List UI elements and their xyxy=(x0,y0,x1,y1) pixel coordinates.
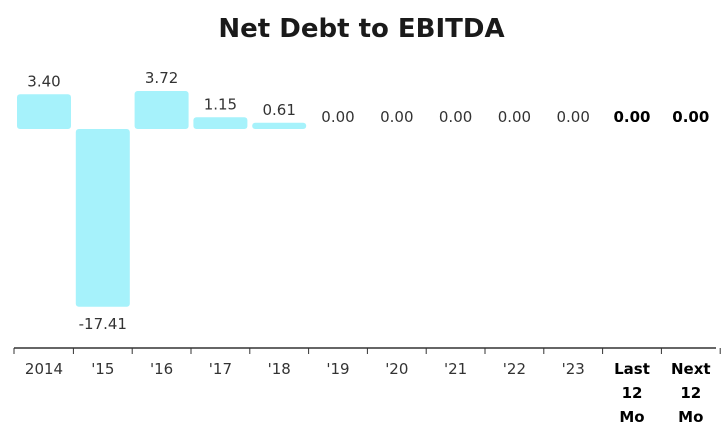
bar-2 xyxy=(134,91,189,129)
x-tick-label-1: '15 xyxy=(91,360,114,378)
bar-4 xyxy=(252,122,307,129)
bar-1 xyxy=(75,129,130,307)
x-tick-label-3: '17 xyxy=(209,360,232,378)
x-tick-label-0: 2014 xyxy=(25,360,63,378)
x-tick-label-7: '21 xyxy=(444,360,467,378)
x-tick-label-9: '23 xyxy=(562,360,585,378)
x-tick-label-6: '20 xyxy=(385,360,408,378)
x-tick-label-5: '19 xyxy=(326,360,349,378)
value-label-3: 1.15 xyxy=(204,95,237,113)
value-label-9: 0.00 xyxy=(556,108,589,126)
value-label-5: 0.00 xyxy=(321,108,354,126)
x-tick-label-4: '18 xyxy=(268,360,291,378)
value-label-2: 3.72 xyxy=(145,69,178,87)
value-label-11: 0.00 xyxy=(672,108,709,126)
value-label-4: 0.61 xyxy=(262,101,295,119)
x-tick-label-8: '22 xyxy=(503,360,526,378)
value-label-1: -17.41 xyxy=(79,315,127,333)
bar-0 xyxy=(17,94,71,129)
chart-title: Net Debt to EBITDA xyxy=(218,14,505,44)
x-tick-label-2: '16 xyxy=(150,360,173,378)
value-label-7: 0.00 xyxy=(439,108,472,126)
value-label-0: 3.40 xyxy=(27,72,60,90)
value-label-6: 0.00 xyxy=(380,108,413,126)
value-label-10: 0.00 xyxy=(613,108,650,126)
value-label-8: 0.00 xyxy=(498,108,531,126)
bar-3 xyxy=(193,117,248,129)
x-tick-label-10: Last 12 Mo xyxy=(614,360,650,426)
x-tick-label-11: Next 12 Mo xyxy=(671,360,711,426)
